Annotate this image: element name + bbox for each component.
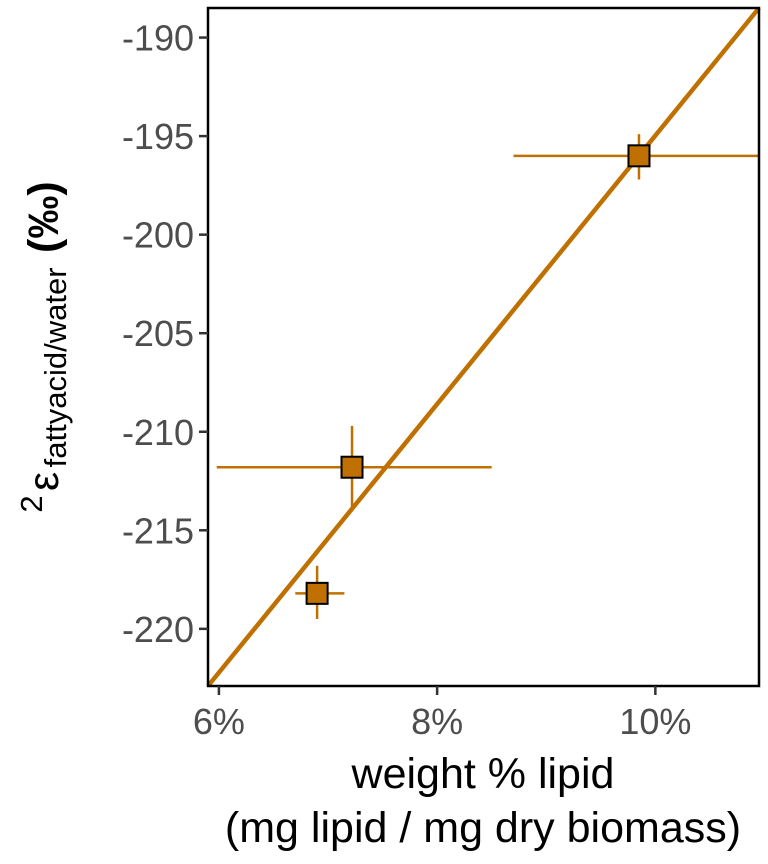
x-axis-title-line2: (mg lipid / mg dry biomass) [225,804,741,852]
data-point-3 [627,144,651,168]
x-tick-label-2: 8% [411,701,463,742]
x-axis-title-line1: weight % lipid [351,750,615,798]
y-tick-label-2: -195 [122,116,194,157]
panel-border [206,6,761,688]
axes: 6% 8% 10% -190 -195 -200 -205 -210 -215 -220 [122,18,691,742]
y-tick-label-3: -200 [122,215,194,256]
y-axis-title-unit: (‰) [20,181,68,253]
data-point-2 [340,455,364,479]
y-axis-title-superscript: 2 [14,495,49,512]
y-axis-title-symbol: ε [20,472,68,491]
svg-text:2 ε fattyacid/wate: 2 ε fattyacid/water (‰) [14,181,73,512]
x-tick-label-1: 6% [193,701,245,742]
plot-area [206,6,761,688]
y-axis-title: 2 ε fattyacid/water (‰) [14,181,73,512]
data-point-1 [305,581,329,605]
regression-line [206,6,761,688]
y-tick-label-7: -220 [122,609,194,650]
y-tick-label-5: -210 [122,412,194,453]
y-tick-label-6: -215 [122,510,194,551]
y-axis-title-subscript: fattyacid/water [38,267,73,467]
x-tick-label-3: 10% [619,701,691,742]
y-tick-label-1: -190 [122,18,194,59]
y-tick-label-4: -205 [122,313,194,354]
